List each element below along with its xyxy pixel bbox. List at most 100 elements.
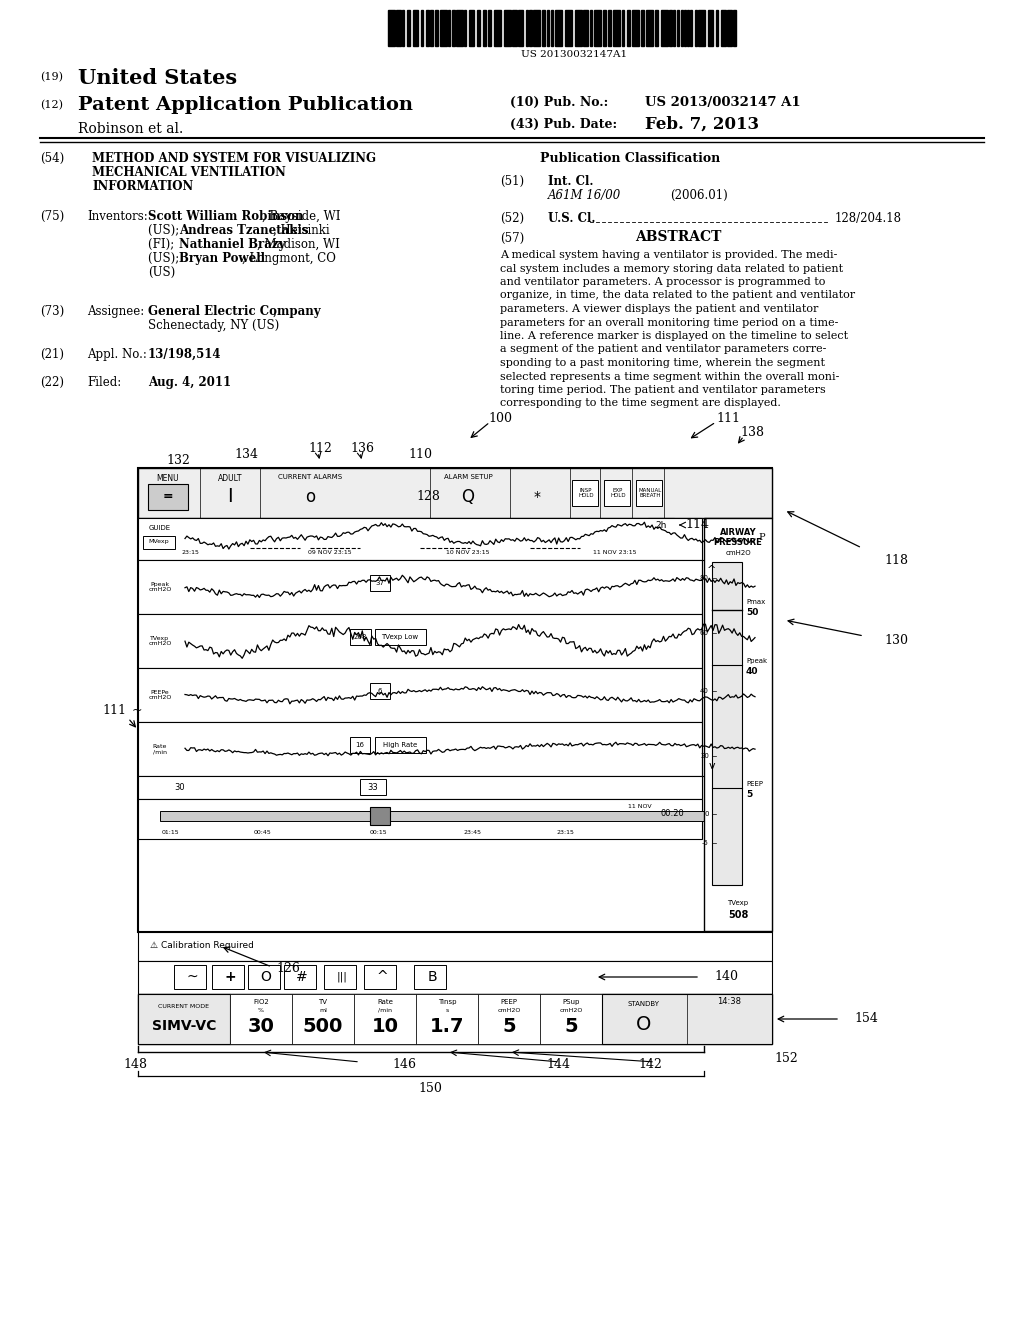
Bar	[160, 810, 758, 821]
Text: Filed:: Filed:	[87, 376, 121, 389]
Bar	[413, 11, 418, 46]
Text: B: B	[427, 970, 437, 983]
Text: (75): (75)	[40, 210, 65, 223]
Bar	[646, 11, 653, 46]
Text: ,: ,	[272, 305, 276, 318]
Text: Appl. No.:: Appl. No.:	[87, 348, 146, 360]
Text: 10: 10	[372, 1018, 398, 1036]
Text: (22): (22)	[40, 376, 63, 389]
Bar	[138, 994, 772, 1044]
Bar	[534, 11, 540, 46]
Text: 100: 100	[488, 412, 512, 425]
Bar	[138, 469, 772, 517]
Text: TV: TV	[318, 999, 328, 1005]
Bar	[388, 11, 395, 46]
Bar	[440, 11, 447, 46]
Text: 118: 118	[884, 553, 908, 566]
Text: (10) Pub. No.:: (10) Pub. No.:	[510, 96, 608, 110]
Bar	[430, 11, 433, 46]
Text: 134: 134	[234, 449, 258, 462]
Bar	[478, 994, 540, 1044]
Text: 136: 136	[350, 441, 374, 454]
Text: cmH2O: cmH2O	[559, 1007, 583, 1012]
Text: parameters. A viewer displays the patient and ventilator: parameters. A viewer displays the patien…	[500, 304, 818, 314]
Text: 01:15: 01:15	[161, 830, 179, 836]
Bar	[518, 11, 523, 46]
Bar	[138, 560, 702, 614]
Bar	[370, 576, 390, 591]
Text: P: P	[759, 533, 765, 543]
Bar	[407, 11, 410, 46]
Bar	[212, 965, 244, 989]
Text: A medical system having a ventilator is provided. The medi-: A medical system having a ventilator is …	[500, 249, 838, 260]
Text: 508: 508	[728, 909, 749, 920]
Text: MECHANICAL VENTILATION: MECHANICAL VENTILATION	[92, 166, 286, 180]
Text: cmH2O: cmH2O	[498, 1007, 520, 1012]
Text: Ppeak: Ppeak	[746, 659, 767, 664]
Text: line. A reference marker is displayed on the timeline to select: line. A reference marker is displayed on…	[500, 331, 848, 341]
Bar	[705, 517, 772, 931]
Text: 268: 268	[353, 634, 367, 640]
Text: INSP
HOLD: INSP HOLD	[579, 487, 594, 499]
Text: organize, in time, the data related to the patient and ventilator: organize, in time, the data related to t…	[500, 290, 855, 301]
Bar	[464, 11, 466, 46]
Text: 14:38: 14:38	[717, 998, 741, 1006]
Text: 152: 152	[774, 1052, 798, 1064]
Text: PEEPe
cmH2O: PEEPe cmH2O	[148, 689, 172, 701]
Bar	[375, 737, 426, 752]
Text: /min: /min	[378, 1007, 392, 1012]
Bar	[632, 11, 639, 46]
Text: 111: 111	[716, 412, 740, 425]
Text: 148: 148	[123, 1057, 147, 1071]
Text: (19): (19)	[40, 73, 63, 82]
Text: 09 NOV 23:15: 09 NOV 23:15	[308, 550, 352, 554]
Text: v: v	[709, 762, 716, 771]
Text: (54): (54)	[40, 152, 65, 165]
Text: EXP
HOLD: EXP HOLD	[610, 487, 626, 499]
Text: Scott William Robinson: Scott William Robinson	[148, 210, 303, 223]
Bar	[702, 560, 722, 776]
Text: 10 NOV 23:15: 10 NOV 23:15	[446, 550, 489, 554]
Bar	[426, 11, 429, 46]
Bar	[360, 779, 386, 795]
Bar	[292, 994, 354, 1044]
Text: 5: 5	[502, 1018, 516, 1036]
Text: 500: 500	[303, 1018, 343, 1036]
Bar	[575, 11, 582, 46]
Bar	[669, 11, 672, 46]
Bar	[551, 11, 553, 46]
Bar	[138, 961, 772, 994]
Bar	[648, 517, 674, 532]
Bar	[248, 965, 280, 989]
Text: 142: 142	[638, 1057, 662, 1071]
Text: CURRENT ALARMS: CURRENT ALARMS	[278, 474, 342, 480]
Text: High Rate: High Rate	[383, 742, 417, 748]
Bar	[512, 11, 517, 46]
Text: PEEP: PEEP	[501, 999, 517, 1005]
Text: ~: ~	[186, 970, 198, 983]
Bar	[677, 11, 679, 46]
Text: toring time period. The patient and ventilator parameters: toring time period. The patient and vent…	[500, 385, 825, 395]
Text: CURRENT MODE: CURRENT MODE	[159, 1003, 210, 1008]
Bar	[708, 11, 713, 46]
Text: (US);: (US);	[148, 252, 183, 265]
Bar	[655, 11, 658, 46]
Bar	[324, 965, 356, 989]
Text: Rate: Rate	[377, 999, 393, 1005]
Text: |||: |||	[337, 972, 347, 982]
Text: US 20130032147A1: US 20130032147A1	[521, 50, 627, 59]
Text: O: O	[636, 1015, 651, 1034]
Bar	[673, 11, 675, 46]
Bar	[687, 11, 689, 46]
Text: Bryan Powell: Bryan Powell	[179, 252, 265, 265]
Text: PSup: PSup	[562, 999, 580, 1005]
Text: selected represents a time segment within the overall moni-: selected represents a time segment withi…	[500, 371, 840, 381]
Bar	[284, 965, 316, 989]
Text: 2h: 2h	[655, 520, 667, 529]
Bar	[594, 11, 601, 46]
Text: (43) Pub. Date:: (43) Pub. Date:	[510, 117, 617, 131]
Text: Feb. 7, 2013: Feb. 7, 2013	[645, 116, 759, 133]
Text: I: I	[227, 487, 232, 507]
Text: 5: 5	[564, 1018, 578, 1036]
Text: corresponding to the time segment are displayed.: corresponding to the time segment are di…	[500, 399, 781, 408]
